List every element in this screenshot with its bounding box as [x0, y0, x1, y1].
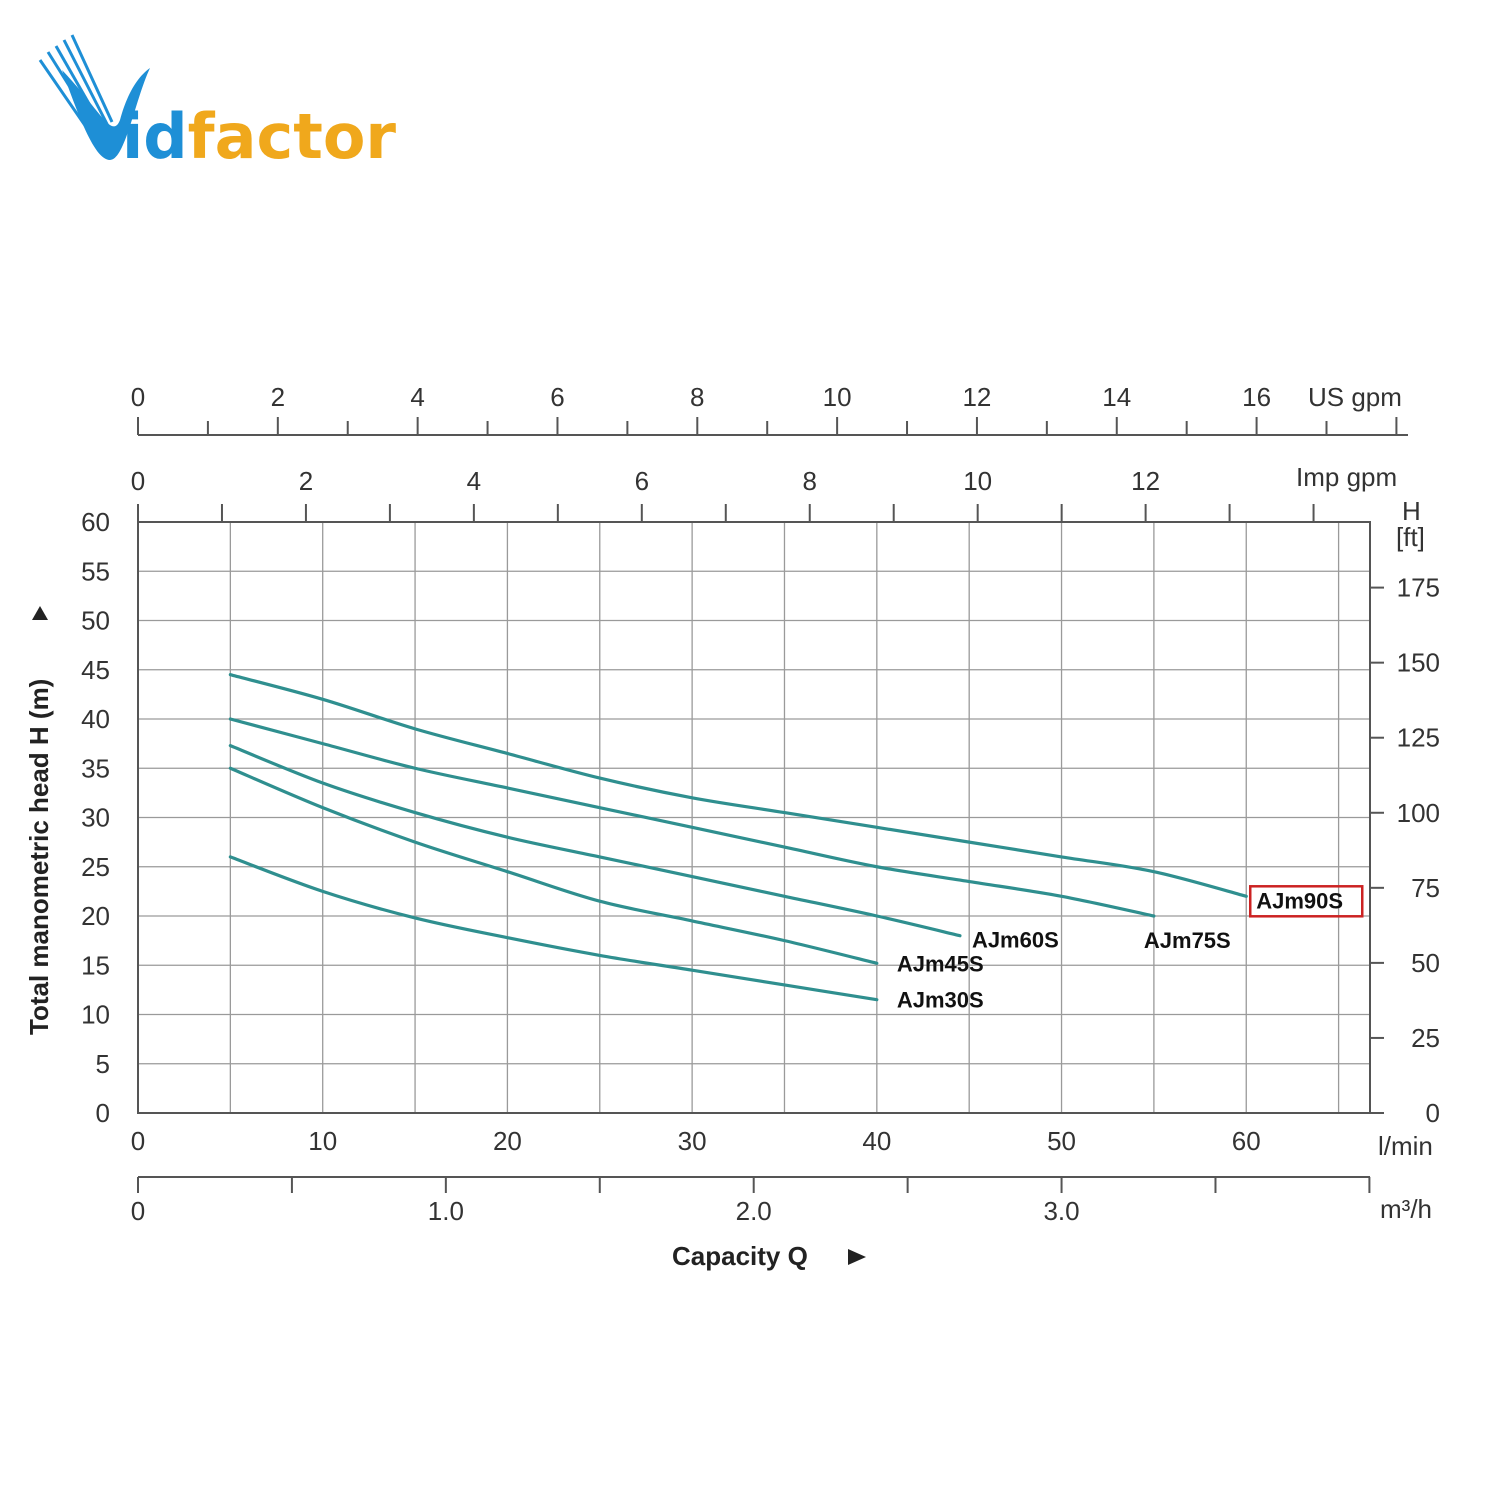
ft-tick-label: 75: [1411, 873, 1440, 903]
imp-gpm-tick-label: 6: [635, 466, 649, 496]
y-tick-label: 50: [81, 606, 110, 636]
ft-tick-label: 175: [1397, 573, 1440, 603]
ft-tick-label: 100: [1397, 798, 1440, 828]
logo: idfactor: [38, 34, 396, 173]
y-tick-label: 0: [96, 1098, 110, 1128]
y-tick-label: 55: [81, 556, 110, 586]
y-tick-label: 30: [81, 803, 110, 833]
series-label-ajm30s: AJm30S: [897, 988, 984, 1013]
y-axis-title: Total manometric head H (m): [24, 679, 54, 1035]
us-gpm-tick-label: 2: [271, 382, 285, 412]
imp-gpm-tick-label: 8: [803, 466, 817, 496]
us-gpm-tick-label: 12: [962, 382, 991, 412]
m3h-tick-label: 3.0: [1043, 1196, 1079, 1226]
imp-gpm-tick-label: 12: [1131, 466, 1160, 496]
x-axis-title: Capacity Q: [672, 1241, 808, 1271]
x-axis-arrow-icon: [848, 1249, 866, 1265]
series-curves: [228, 673, 1248, 1002]
y-tick-label: 15: [81, 950, 110, 980]
us-gpm-tick-label: 10: [823, 382, 852, 412]
x-tick-label: 10: [308, 1126, 337, 1156]
ft-tick-label: 125: [1397, 723, 1440, 753]
us-gpm-label: US gpm: [1308, 382, 1402, 412]
ft-tick-label: 0: [1426, 1098, 1440, 1128]
imp-gpm-tick-label: 10: [963, 466, 992, 496]
ft-label-top: H: [1402, 496, 1421, 526]
curve-ajm75s: [228, 717, 1156, 918]
us-gpm-tick-label: 16: [1242, 382, 1271, 412]
y-tick-label: 5: [96, 1049, 110, 1079]
m3h-label: m³/h: [1380, 1194, 1432, 1224]
svg-text:idfactor: idfactor: [122, 100, 396, 173]
m3h-tick-label: 0: [131, 1196, 145, 1226]
m3h-tick-label: 1.0: [428, 1196, 464, 1226]
imp-gpm-label: Imp gpm: [1296, 462, 1397, 492]
y-tick-label: 60: [81, 507, 110, 537]
y-tick-label: 10: [81, 1000, 110, 1030]
logo-v-icon: [62, 68, 150, 160]
us-gpm-tick-label: 4: [410, 382, 424, 412]
y-tick-label: 35: [81, 753, 110, 783]
x-tick-label: 0: [131, 1126, 145, 1156]
x-tick-label: 50: [1047, 1126, 1076, 1156]
logo-text-blue: id: [122, 100, 188, 173]
x-tick-label: 30: [678, 1126, 707, 1156]
ft-tick-label: 50: [1411, 948, 1440, 978]
curve-ajm45s: [228, 766, 879, 965]
y-tick-label: 25: [81, 852, 110, 882]
ft-tick-label: 25: [1411, 1023, 1440, 1053]
us-gpm-tick-label: 0: [131, 382, 145, 412]
ft-tick-label: 150: [1397, 648, 1440, 678]
imp-gpm-tick-label: 2: [299, 466, 313, 496]
lmin-label: l/min: [1378, 1131, 1433, 1161]
plot-frame: [137, 521, 1371, 1114]
us-gpm-tick-label: 6: [550, 382, 564, 412]
x-tick-label: 20: [493, 1126, 522, 1156]
ft-label-bottom: [ft]: [1396, 522, 1425, 552]
m3h-tick-label: 2.0: [736, 1196, 772, 1226]
series-label-ajm60s: AJm60S: [972, 928, 1059, 953]
curve-ajm30s: [228, 855, 879, 1002]
logo-text-orange: factor: [188, 100, 397, 173]
imp-gpm-tick-label: 0: [131, 466, 145, 496]
y-tick-label: 45: [81, 655, 110, 685]
grid: [138, 522, 1370, 1113]
us-gpm-tick-label: 14: [1102, 382, 1131, 412]
curve-ajm60s: [228, 743, 962, 938]
y-axis-arrow-icon: [32, 606, 48, 620]
curve-ajm90s: [228, 673, 1248, 898]
us-gpm-tick-label: 8: [690, 382, 704, 412]
y-tick-label: 20: [81, 901, 110, 931]
x-tick-label: 60: [1232, 1126, 1261, 1156]
series-label-ajm75s: AJm75S: [1144, 928, 1231, 953]
highlight-box: [1248, 885, 1364, 918]
imp-gpm-tick-label: 4: [467, 466, 481, 496]
series-label-ajm45s: AJm45S: [897, 951, 984, 976]
y-tick-label: 40: [81, 704, 110, 734]
x-tick-label: 40: [862, 1126, 891, 1156]
series-label-ajm90s: AJm90S: [1256, 888, 1343, 913]
